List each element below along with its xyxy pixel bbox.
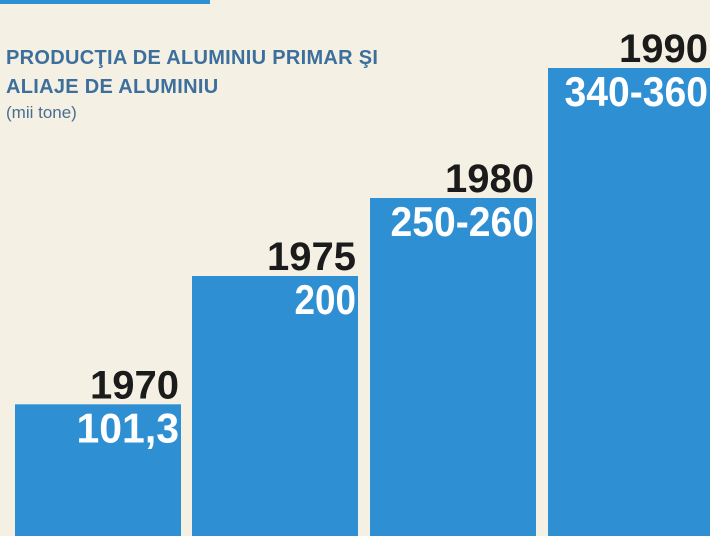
bar: [15, 404, 181, 536]
category-label: 1980: [445, 157, 534, 201]
top-strip: [0, 0, 210, 4]
header: PRODUCŢIA DE ALUMINIU PRIMAR ŞI ALIAJE D…: [6, 44, 406, 124]
category-label: 1975: [267, 235, 356, 279]
value-label: 340-360: [565, 68, 709, 115]
bar: [548, 68, 710, 536]
chart-subtitle: (mii tone): [6, 103, 77, 122]
bar: [192, 276, 358, 536]
value-label: 101,3: [77, 404, 180, 451]
category-label: 1990: [619, 27, 708, 71]
bar: [370, 198, 536, 536]
category-label: 1970: [90, 363, 179, 407]
value-label: 250-260: [391, 198, 535, 245]
value-label: 200: [295, 276, 357, 323]
chart-title: PRODUCŢIA DE ALUMINIU PRIMAR ŞI ALIAJE D…: [6, 47, 379, 98]
